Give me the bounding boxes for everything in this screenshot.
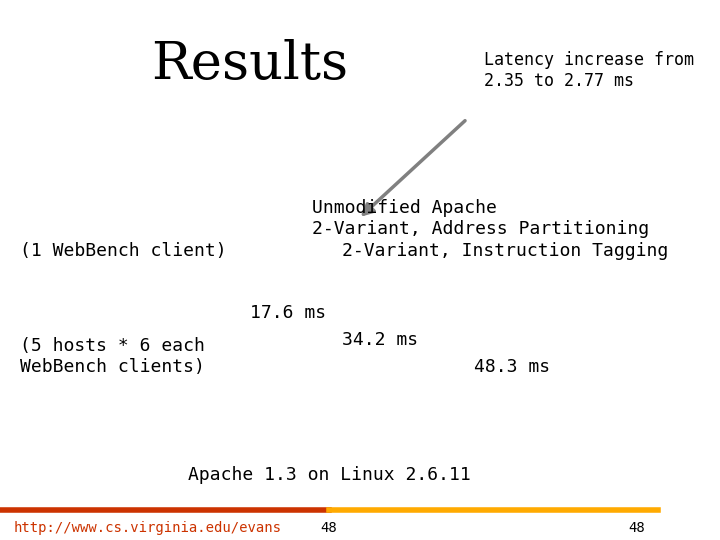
Text: 17.6 ms: 17.6 ms — [250, 304, 326, 322]
Text: 48: 48 — [628, 521, 644, 535]
Text: http://www.cs.virginia.edu/evans: http://www.cs.virginia.edu/evans — [13, 521, 281, 535]
Text: 34.2 ms: 34.2 ms — [342, 331, 418, 349]
Text: Results: Results — [151, 39, 348, 90]
Text: Apache 1.3 on Linux 2.6.11: Apache 1.3 on Linux 2.6.11 — [187, 466, 470, 484]
Text: (1 WebBench client): (1 WebBench client) — [19, 242, 226, 260]
Text: 48.3 ms: 48.3 ms — [474, 358, 550, 376]
Text: 48: 48 — [320, 521, 337, 535]
Text: Unmodified Apache: Unmodified Apache — [312, 199, 498, 217]
Text: Latency increase from
2.35 to 2.77 ms: Latency increase from 2.35 to 2.77 ms — [484, 51, 693, 90]
Text: 2-Variant, Instruction Tagging: 2-Variant, Instruction Tagging — [342, 242, 668, 260]
Text: 2-Variant, Address Partitioning: 2-Variant, Address Partitioning — [312, 220, 649, 239]
Text: (5 hosts * 6 each
WebBench clients): (5 hosts * 6 each WebBench clients) — [19, 337, 204, 376]
